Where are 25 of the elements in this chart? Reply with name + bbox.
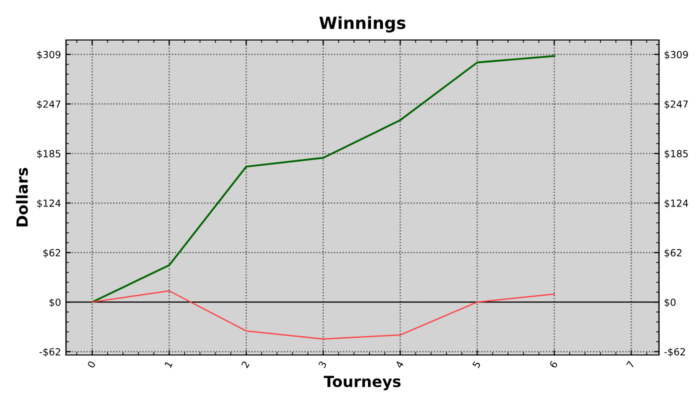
x-tick-label: 2 <box>241 360 250 368</box>
y-tick-label: $185 <box>37 150 60 159</box>
y-tick-label: -$62 <box>40 348 60 357</box>
x-tick-label: 4 <box>395 360 404 368</box>
y-tick-label: $247 <box>37 100 60 110</box>
y-tick-label: $0 <box>50 298 60 308</box>
y2-tick-label: $247 <box>664 100 688 110</box>
y2-tick-label: -$62 <box>664 348 685 357</box>
y2-tick-label: $0 <box>664 298 676 308</box>
x-axis-title: Tourneys <box>324 376 401 390</box>
y-tick-label: $62 <box>43 248 60 258</box>
y2-tick-label: $309 <box>664 50 688 60</box>
x-tick-label: 5 <box>472 360 481 368</box>
y-axis-title: Dollars <box>16 168 28 226</box>
x-tick-label: 1 <box>164 360 173 368</box>
y2-tick-label: $124 <box>664 199 688 208</box>
chart-title: Winnings <box>319 16 406 32</box>
x-tick-label: 0 <box>87 360 96 368</box>
y-tick-label: $309 <box>37 50 60 60</box>
x-tick-label: 6 <box>549 360 558 368</box>
x-tick-label: 3 <box>318 360 327 368</box>
y-tick-label: $124 <box>37 199 61 208</box>
y2-tick-label: $185 <box>664 150 688 159</box>
y2-tick-label: $62 <box>664 248 682 258</box>
x-tick-label: 7 <box>626 360 635 368</box>
